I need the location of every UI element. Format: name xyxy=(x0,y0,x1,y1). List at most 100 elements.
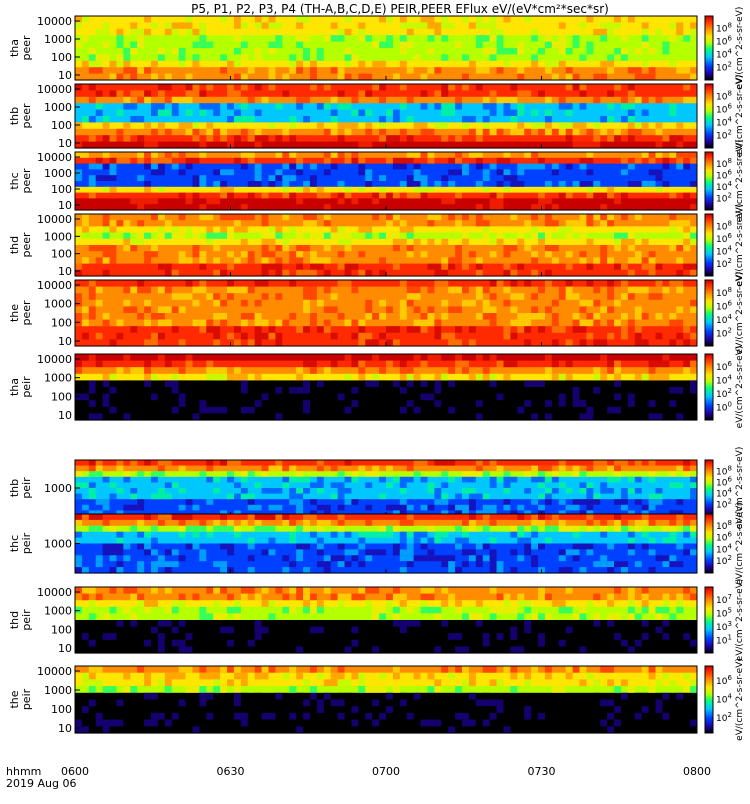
y-tick-label: 100 xyxy=(51,316,72,329)
y-tick-label: 1000 xyxy=(44,538,72,551)
y-axis-label: peir xyxy=(20,376,33,398)
colorbar xyxy=(704,665,714,734)
y-axis-label: thd xyxy=(8,236,21,254)
colorbar-tick-label: 102 xyxy=(716,711,732,724)
y-tick-label: 10000 xyxy=(37,665,72,678)
colorbar-tick-label: 102 xyxy=(716,257,732,270)
colorbar-unit-label: eV/(cm^2-s-sr-eV) xyxy=(735,658,745,741)
colorbar-tick-label: 103 xyxy=(716,620,732,633)
y-axis-label: peir xyxy=(20,688,33,710)
heatmap-image xyxy=(75,214,697,277)
colorbar-tick-label: 102 xyxy=(716,387,732,400)
colorbar xyxy=(704,513,714,574)
colorbar-tick-label: 108 xyxy=(716,219,732,232)
y-tick-label: 10000 xyxy=(37,151,72,164)
y-axis-label: peer xyxy=(20,103,33,129)
y-axis-label: peer xyxy=(20,168,33,194)
y-tick-label: 10 xyxy=(58,722,72,735)
x-tick-label: 0730 xyxy=(528,765,556,778)
x-tick-label: 0630 xyxy=(217,765,245,778)
date-label: 2019 Aug 06 xyxy=(6,777,76,790)
y-tick-label: 10 xyxy=(58,335,72,348)
y-tick-label: 1000 xyxy=(44,298,72,311)
y-tick-label: 10 xyxy=(58,137,72,150)
colorbar-tick-label: 106 xyxy=(716,299,732,312)
colorbar-tick-label: 102 xyxy=(716,191,732,204)
colorbar-tick-label: 104 xyxy=(716,313,732,326)
y-tick-label: 10 xyxy=(58,199,72,212)
y-tick-label: 1000 xyxy=(44,372,72,385)
y-tick-label: 100 xyxy=(51,623,72,636)
y-axis-label: peir xyxy=(20,609,33,631)
figure-title: P5, P1, P2, P3, P4 (TH-A,B,C,D,E) PEIR,P… xyxy=(191,2,609,16)
y-axis-label: thc xyxy=(8,535,21,552)
colorbar xyxy=(704,353,714,421)
colorbar-tick-label: 106 xyxy=(716,232,732,245)
spectrogram-panel-the-peir: 10 100 1000 10000 the peir 102 104 106 eV/(cm^2-s… xyxy=(8,658,745,741)
y-tick-label: 10 xyxy=(58,69,72,82)
y-tick-label: 10000 xyxy=(37,15,72,28)
y-tick-label: 10000 xyxy=(37,353,72,366)
y-axis-label: tha xyxy=(8,378,21,396)
heatmap-image xyxy=(75,460,697,517)
colorbar xyxy=(704,279,714,347)
y-tick-label: 10000 xyxy=(37,586,72,599)
time-axis-label: hhmm xyxy=(6,765,41,778)
colorbar-tick-label: 108 xyxy=(716,22,732,35)
y-tick-label: 1000 xyxy=(44,33,72,46)
y-axis-label: thc xyxy=(8,172,21,189)
y-axis-label: the xyxy=(8,304,21,322)
y-axis-label: thb xyxy=(8,479,21,497)
x-tick-label: 0800 xyxy=(683,765,711,778)
colorbar xyxy=(704,15,714,81)
colorbar-tick-label: 106 xyxy=(716,674,732,687)
colorbar-unit-label: eV/(cm^2-s-sr-eV) xyxy=(735,204,745,287)
colorbar-tick-label: 102 xyxy=(716,326,732,339)
y-axis-label: thd xyxy=(8,611,21,629)
y-tick-label: 1000 xyxy=(44,101,72,114)
heatmap-image xyxy=(75,354,697,421)
colorbar xyxy=(704,213,714,277)
colorbar-tick-label: 106 xyxy=(716,35,732,48)
colorbar-tick-label: 101 xyxy=(716,633,732,646)
y-axis-label: peer xyxy=(20,35,33,61)
y-tick-label: 1000 xyxy=(44,482,72,495)
y-tick-label: 100 xyxy=(51,703,72,716)
colorbar-tick-label: 108 xyxy=(716,90,732,103)
heatmap-image xyxy=(75,152,697,211)
colorbar xyxy=(704,586,714,654)
y-tick-label: 100 xyxy=(51,51,72,64)
y-axis-label: thb xyxy=(8,107,21,125)
x-tick-label: 0600 xyxy=(61,765,89,778)
colorbar-unit-label: eV/(cm^2-s-sr-eV) xyxy=(735,579,745,662)
colorbar-unit-label: eV/(cm^2-s-sr-eV) xyxy=(735,346,745,429)
colorbar-unit-label: eV/(cm^2-s-sr-eV) xyxy=(735,7,745,90)
colorbar-tick-label: 104 xyxy=(716,693,732,706)
colorbar-tick-label: 107 xyxy=(716,593,732,606)
y-tick-label: 1000 xyxy=(44,605,72,618)
y-tick-label: 10000 xyxy=(37,83,72,96)
colorbar-unit-label: eV/(cm^2-s-sr-eV) xyxy=(735,502,745,585)
heatmap-image xyxy=(75,666,697,734)
x-tick-label: 0700 xyxy=(372,765,400,778)
colorbar-tick-label: 106 xyxy=(716,103,732,116)
y-axis-label: peer xyxy=(20,232,33,258)
time-axis: 0600 0630 0700 0730 0800 xyxy=(61,765,711,778)
heatmap-image xyxy=(75,280,697,347)
y-tick-label: 1000 xyxy=(44,167,72,180)
heatmap-image xyxy=(75,84,697,149)
y-tick-label: 10000 xyxy=(37,279,72,292)
y-axis-label: peir xyxy=(20,532,33,554)
y-tick-label: 1000 xyxy=(44,684,72,697)
y-tick-label: 1000 xyxy=(44,230,72,243)
y-tick-label: 100 xyxy=(51,390,72,403)
